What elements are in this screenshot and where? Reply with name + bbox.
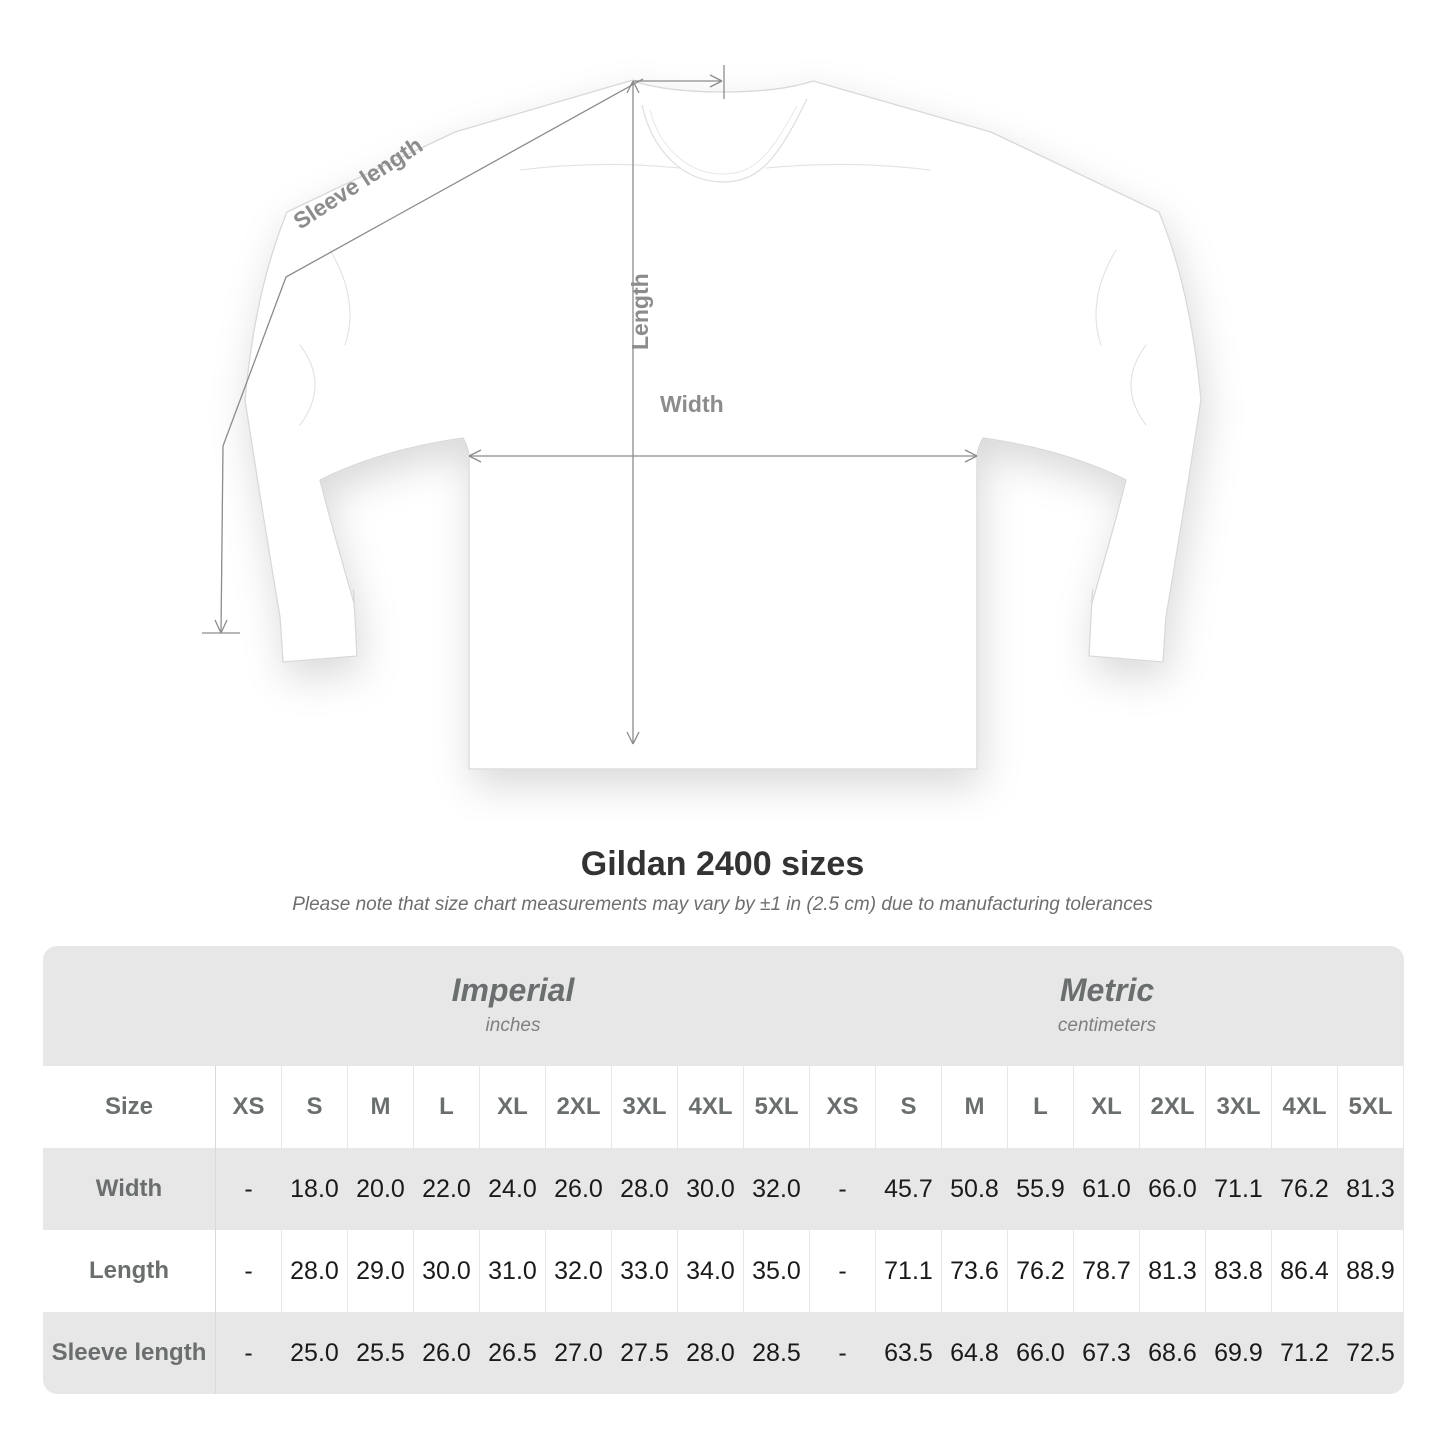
svg-text:Width: Width xyxy=(660,391,724,417)
svg-text:Length: Length xyxy=(627,273,653,350)
